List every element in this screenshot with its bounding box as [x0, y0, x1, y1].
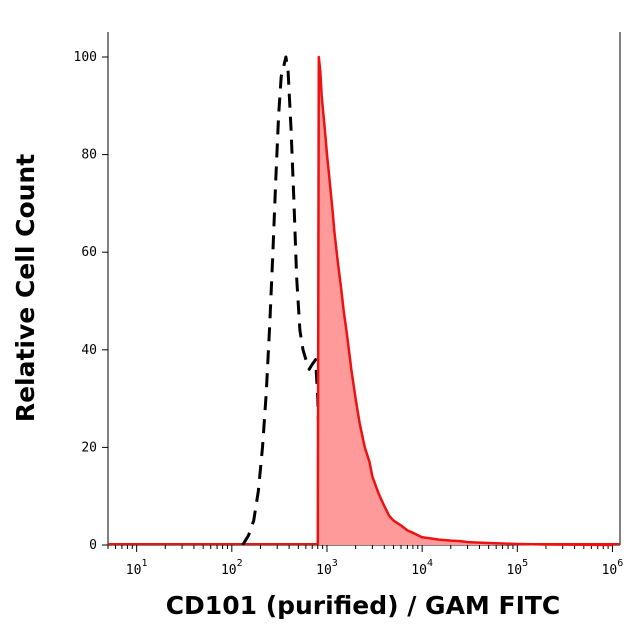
y-axis-title: Relative Cell Count [11, 154, 40, 422]
x-tick-label: 102 [221, 558, 243, 578]
control-histogram-line [241, 55, 329, 546]
x-axis-title: CD101 (purified) / GAM FITC [166, 591, 561, 620]
x-tick-label: 101 [126, 558, 148, 578]
y-axis-ticks: 0 20 40 60 80 100 [74, 50, 108, 553]
x-axis-ticks: 101 102 103 104 105 106 [107, 545, 624, 578]
y-tick-label: 20 [81, 440, 97, 455]
y-tick-label: 60 [81, 245, 97, 260]
x-tick-label: 103 [316, 558, 338, 578]
y-tick-label: 80 [81, 148, 97, 163]
stained-histogram-line [316, 55, 613, 547]
x-tick-label: 104 [411, 558, 433, 578]
series-layer [108, 55, 620, 547]
y-tick-label: 0 [89, 538, 97, 553]
x-tick-label: 105 [506, 558, 528, 578]
y-tick-label: 100 [74, 50, 97, 65]
stained-histogram-fill [317, 57, 613, 545]
x-tick-label: 106 [602, 558, 624, 578]
y-tick-label: 40 [81, 343, 97, 358]
